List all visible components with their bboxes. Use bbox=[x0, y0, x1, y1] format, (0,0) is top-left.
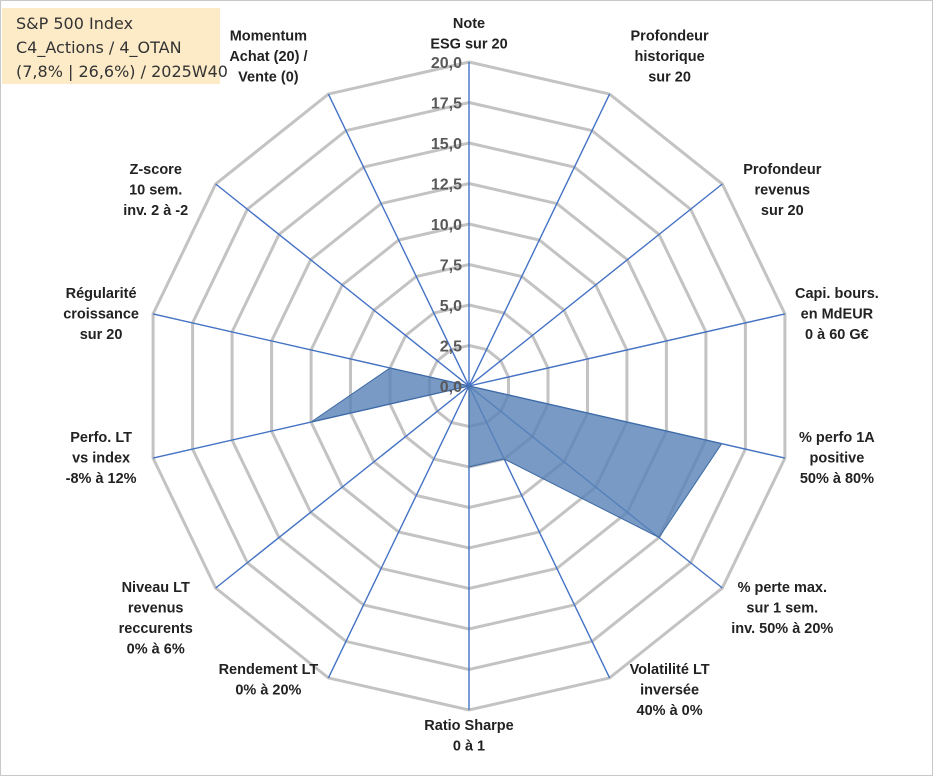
category-label: Ratio Sharpe bbox=[424, 718, 513, 734]
info-title: S&P 500 Index bbox=[16, 14, 134, 33]
category-label: vs index bbox=[72, 451, 130, 467]
tick-label: 5,0 bbox=[440, 298, 462, 315]
category-label: sur 20 bbox=[761, 203, 804, 219]
category-label: sur 1 sem. bbox=[746, 601, 818, 617]
category-label: croissance bbox=[63, 306, 139, 322]
spoke-line bbox=[327, 93, 470, 387]
category-label: Profondeur bbox=[631, 29, 709, 45]
data-point bbox=[468, 385, 470, 387]
category-label: 0 à 1 bbox=[453, 739, 485, 755]
spoke-line bbox=[468, 313, 786, 387]
tick-label: 20,0 bbox=[431, 55, 462, 72]
category-label: 40% à 0% bbox=[637, 703, 703, 719]
data-point bbox=[468, 466, 470, 468]
tick-label: 2,5 bbox=[440, 339, 462, 356]
category-label: sur 20 bbox=[648, 70, 691, 86]
tick-label: 10,0 bbox=[431, 217, 462, 234]
spoke-line bbox=[215, 183, 470, 387]
data-point bbox=[658, 537, 660, 538]
category-label: 0% à 20% bbox=[235, 682, 301, 698]
category-label: Z-score bbox=[130, 162, 182, 178]
tick-label: 12,5 bbox=[431, 177, 462, 194]
category-label: -8% à 12% bbox=[66, 471, 137, 487]
category-label: inv. 50% à 20% bbox=[731, 621, 833, 637]
info-category: C4_Actions / 4_OTAN bbox=[16, 38, 182, 57]
category-label: inv. 2 à -2 bbox=[123, 203, 188, 219]
tick-label: 17,5 bbox=[431, 96, 462, 113]
category-label: Note bbox=[453, 16, 485, 32]
tick-label: 0,0 bbox=[440, 379, 462, 396]
category-label: revenus bbox=[754, 183, 810, 199]
category-label: ESG sur 20 bbox=[430, 37, 507, 53]
category-label: inversée bbox=[640, 682, 699, 698]
data-point bbox=[721, 443, 723, 445]
category-label: Momentum bbox=[230, 29, 307, 45]
tick-label: 7,5 bbox=[440, 258, 462, 275]
category-label: % perte max. bbox=[738, 580, 827, 596]
category-label: 50% à 80% bbox=[800, 471, 874, 487]
spoke-line bbox=[215, 385, 470, 589]
category-label: Volatilité LT bbox=[630, 662, 710, 678]
category-label: 0 à 60 G€ bbox=[805, 327, 869, 343]
data-point bbox=[310, 421, 312, 423]
category-label: Niveau LT bbox=[122, 580, 190, 596]
category-label: % perfo 1A bbox=[799, 430, 875, 446]
category-label: Rendement LT bbox=[219, 662, 319, 678]
info-stats: (7,8% | 26,6%) / 2025W40 bbox=[16, 62, 228, 81]
category-label: 10 sem. bbox=[129, 183, 182, 199]
category-label: Vente (0) bbox=[238, 70, 299, 86]
category-label: revenus bbox=[128, 601, 184, 617]
category-label: Capi. bours. bbox=[795, 286, 879, 302]
category-label: 0% à 6% bbox=[127, 642, 185, 658]
info-box: S&P 500 Index C4_Actions / 4_OTAN (7,8% … bbox=[2, 8, 228, 84]
category-label: sur 20 bbox=[80, 327, 123, 343]
category-label: reccurents bbox=[119, 621, 193, 637]
spoke-line bbox=[468, 183, 723, 387]
tick-label: 15,0 bbox=[431, 136, 462, 153]
spoke-line bbox=[327, 385, 470, 679]
category-label: Achat (20) / bbox=[229, 49, 307, 65]
category-label: Perfo. LT bbox=[70, 430, 132, 446]
data-point bbox=[503, 458, 505, 460]
category-label: en MdEUR bbox=[801, 306, 874, 322]
spoke-line bbox=[468, 93, 611, 387]
category-label: historique bbox=[635, 49, 705, 65]
category-label: Régularité bbox=[66, 286, 137, 302]
category-label: Profondeur bbox=[743, 162, 821, 178]
category-label: positive bbox=[810, 451, 865, 467]
data-point bbox=[389, 367, 391, 369]
